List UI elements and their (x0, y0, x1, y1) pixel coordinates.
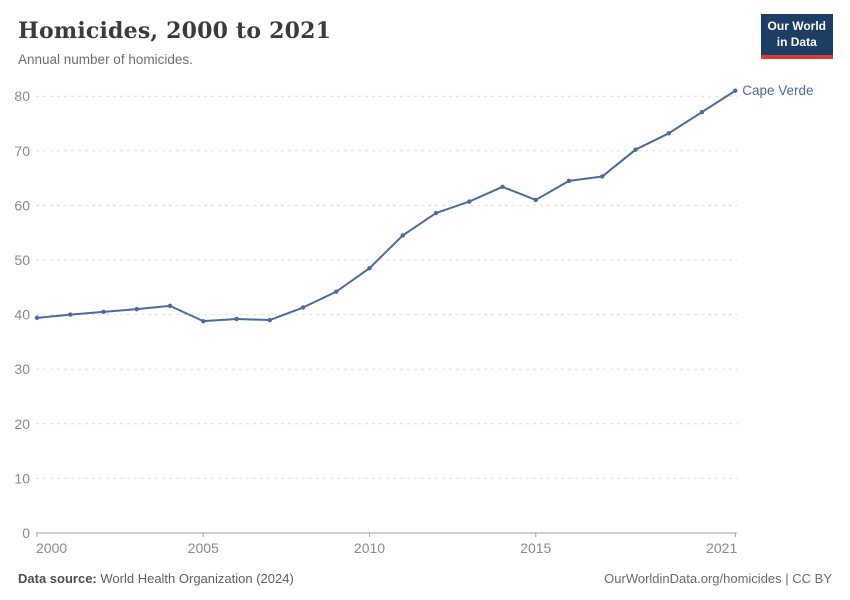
data-point[interactable] (533, 197, 538, 203)
chart-titles: Homicides, 2000 to 2021 Annual number of… (18, 14, 331, 67)
chart-title: Homicides, 2000 to 2021 (18, 18, 332, 44)
data-point[interactable] (101, 309, 106, 315)
data-point[interactable] (733, 88, 738, 93)
data-point[interactable] (500, 184, 505, 190)
owid-logo[interactable]: Our World in Data (760, 14, 833, 60)
line-chart: 0 10 20 30 40 50 60 70 80 2000 2005 2010 2015 2021 Cap… (14, 83, 813, 556)
data-point[interactable] (68, 312, 73, 317)
y-axis-tick-label: 60 (14, 197, 30, 213)
owid-logo-line2: in Data (776, 34, 817, 49)
data-source-label: Data source: (18, 571, 97, 586)
data-point[interactable] (633, 147, 638, 152)
y-axis-tick-label: 70 (14, 143, 30, 159)
data-point[interactable] (167, 303, 173, 309)
x-axis-tick-label: 2015 (520, 540, 551, 556)
license-note[interactable]: OurWorldinData.org/homicides | CC BY (604, 571, 832, 586)
chart-subtitle: Annual number of homicides. (18, 52, 193, 67)
data-point[interactable] (34, 315, 40, 321)
data-point[interactable] (267, 317, 272, 323)
owid-logo-line1: Our World (767, 19, 826, 33)
x-axis-tick-label: 2021 (706, 540, 737, 556)
x-axis-tick-label: 2000 (36, 540, 67, 556)
data-point[interactable] (400, 233, 405, 238)
data-source: Data source: World Health Organization (… (18, 571, 294, 586)
series-entity-label[interactable]: Cape Verde (742, 83, 813, 98)
data-point[interactable] (467, 199, 472, 204)
data-point[interactable] (334, 289, 339, 294)
data-point[interactable] (600, 174, 605, 179)
y-axis-tick-label: 80 (14, 88, 30, 104)
data-point[interactable] (566, 178, 572, 184)
data-point[interactable] (234, 316, 239, 322)
data-point[interactable] (134, 306, 139, 312)
x-axis-tick-label: 2005 (188, 540, 219, 556)
y-axis-tick-label: 40 (14, 307, 30, 323)
data-point[interactable] (433, 210, 439, 216)
series-line (36, 89, 737, 323)
data-point[interactable] (367, 265, 372, 271)
y-axis-tick-label: 50 (14, 252, 30, 268)
data-point[interactable] (666, 131, 671, 136)
chart-header: Homicides, 2000 to 2021 Annual number of… (0, 0, 850, 67)
x-axis-tick-label: 2010 (354, 540, 385, 556)
data-point[interactable] (699, 109, 705, 115)
y-axis-tick-label: 20 (14, 416, 30, 432)
y-axis-tick-label: 10 (14, 470, 30, 486)
data-point[interactable] (300, 305, 306, 310)
y-axis-tick-label: 0 (22, 525, 30, 541)
y-axis-tick-label: 30 (14, 361, 30, 377)
chart-footer: Data source: World Health Organization (… (18, 571, 832, 586)
data-source-value: World Health Organization (2024) (100, 571, 294, 586)
data-point[interactable] (201, 318, 206, 324)
